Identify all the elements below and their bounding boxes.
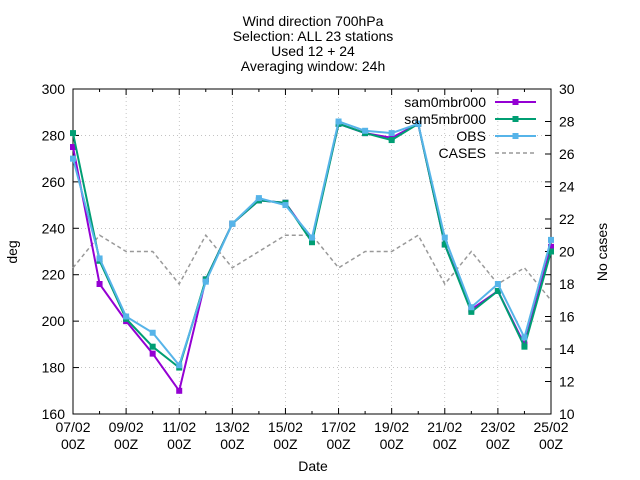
data-point-sam5mbr000 (149, 343, 156, 350)
data-point-sam5mbr000 (309, 239, 315, 246)
y-tick-label: 200 (42, 313, 66, 329)
data-point-sam5mbr000 (441, 241, 448, 248)
chart-title-line: Used 12 + 24 (271, 43, 355, 59)
x-tick-label-time: 00Z (114, 436, 139, 452)
y2-tick-label: 14 (559, 341, 575, 357)
data-point-sam0mbr000 (176, 387, 183, 394)
y-axis-label: deg (4, 240, 20, 263)
x-tick-label-time: 00Z (326, 436, 351, 452)
x-tick-label-time: 00Z (380, 436, 405, 452)
x-tick-label-time: 00Z (273, 436, 298, 452)
data-point-sam0mbr000 (149, 350, 156, 357)
x-tick-label-date: 19/02 (374, 419, 409, 435)
data-point-sam5mbr000 (548, 248, 554, 255)
y2-tick-label: 10 (559, 406, 575, 422)
data-point-obs (202, 278, 209, 285)
x-tick-label-time: 00Z (486, 436, 511, 452)
x-tick-label-date: 15/02 (268, 419, 303, 435)
data-point-obs (282, 202, 289, 209)
series (70, 118, 554, 394)
y-tick-label: 300 (42, 81, 66, 97)
y-tick-label: 220 (42, 267, 66, 283)
x-tick-label-time: 00Z (220, 436, 245, 452)
data-point-obs (521, 334, 528, 341)
x-tick-label-time: 00Z (61, 436, 86, 452)
x-tick-label-date: 07/02 (55, 419, 90, 435)
legend-swatch-marker (512, 133, 519, 139)
y2-tick-label: 18 (559, 276, 575, 292)
x-tick-label-date: 21/02 (427, 419, 462, 435)
data-point-obs (494, 281, 501, 287)
legend-label: OBS (456, 128, 486, 144)
data-point-obs (176, 362, 183, 369)
data-point-obs (149, 329, 156, 336)
data-point-sam0mbr000 (548, 243, 554, 250)
data-point-obs (70, 155, 76, 162)
data-point-obs (123, 313, 130, 320)
legend-label: sam5mbr000 (404, 111, 486, 127)
y-tick-label: 240 (42, 220, 66, 236)
y2-tick-label: 16 (559, 309, 575, 325)
data-point-obs (96, 255, 103, 262)
y2-tick-label: 28 (559, 114, 575, 130)
y2-tick-label: 30 (559, 81, 575, 97)
legend-label: CASES (439, 145, 486, 161)
x-axis-label: Date (298, 458, 328, 474)
data-point-obs (362, 127, 369, 134)
y-tick-label: 280 (42, 127, 66, 143)
data-point-obs (468, 304, 475, 311)
data-point-obs (255, 195, 262, 202)
x-tick-label-date: 25/02 (533, 419, 568, 435)
x-tick-label-time: 00Z (167, 436, 192, 452)
y2-tick-label: 20 (559, 244, 575, 260)
chart-title-line: Wind direction 700hPa (243, 13, 384, 29)
y-tick-label: 180 (42, 360, 66, 376)
axis-ticks: 160 180 200 220 240 260 280 300 10 12 14 16 18 20 22 24… (42, 81, 575, 452)
legend-swatch-marker (512, 116, 519, 122)
x-tick-label-time: 00Z (539, 436, 564, 452)
data-point-obs (335, 118, 342, 125)
x-tick-label-date: 17/02 (321, 419, 356, 435)
legend-swatch-marker (512, 99, 519, 105)
y2-tick-label: 26 (559, 146, 575, 162)
data-point-sam5mbr000 (521, 343, 528, 350)
y-tick-label: 160 (42, 406, 66, 422)
y-tick-label: 260 (42, 174, 66, 190)
y2-tick-label: 12 (559, 374, 575, 390)
x-tick-label-date: 23/02 (480, 419, 515, 435)
chart-title-line: Selection: ALL 23 stations (233, 28, 394, 44)
data-point-sam5mbr000 (494, 287, 501, 294)
data-point-sam5mbr000 (70, 130, 76, 137)
x-tick-label-date: 13/02 (215, 419, 250, 435)
data-point-sam5mbr000 (388, 137, 395, 144)
y2-tick-label: 24 (559, 179, 575, 195)
data-point-sam0mbr000 (70, 144, 76, 151)
x-tick-label-date: 11/02 (162, 419, 196, 435)
legend-label: sam0mbr000 (404, 94, 486, 110)
x-tick-label-date: 09/02 (109, 419, 144, 435)
data-point-obs (388, 130, 395, 137)
data-point-obs (309, 234, 315, 241)
y2-tick-label: 22 (559, 211, 575, 227)
y2-axis-label: No cases (594, 223, 610, 281)
data-point-obs (441, 234, 448, 241)
x-tick-label-time: 00Z (433, 436, 458, 452)
chart-title-line: Averaging window: 24h (241, 58, 386, 74)
data-point-sam5mbr000 (468, 308, 475, 315)
data-point-sam0mbr000 (96, 281, 103, 287)
data-point-obs (229, 220, 236, 227)
data-point-obs (415, 120, 422, 127)
series-line-sam0mbr000 (72, 122, 552, 394)
data-point-obs (548, 236, 554, 243)
series-line-cases (72, 233, 552, 301)
